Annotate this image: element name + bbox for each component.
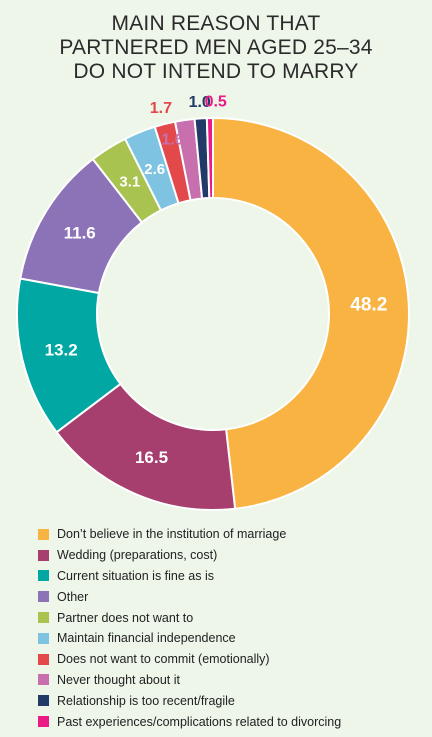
legend-item-3: Current situation is fine as is — [38, 566, 428, 587]
legend-swatch-2 — [38, 549, 49, 561]
title-line-3: DO NOT INTEND TO MARRY — [73, 60, 359, 83]
legend-swatch-3 — [38, 570, 49, 582]
legend-swatch-8 — [38, 674, 49, 686]
legend-item-8: Never thought about it — [38, 670, 428, 691]
legend-item-9: Relationship is too recent/fragile — [38, 690, 428, 711]
slice-10-past-experiences-complications — [205, 116, 214, 200]
legend-label-10: Past experiences/complications related t… — [57, 714, 342, 729]
legend-item-2: Wedding (preparations, cost) — [38, 545, 428, 566]
legend-swatch-6 — [38, 632, 49, 644]
legend-swatch-1 — [38, 528, 49, 540]
data-label-1: 48.2 — [350, 295, 387, 316]
legend-item-10: Past experiences/complications related t… — [38, 711, 428, 732]
data-label-5: 3.1 — [119, 174, 140, 191]
data-label-10: 0.5 — [205, 94, 227, 111]
data-label-4: 11.6 — [64, 223, 96, 242]
legend-item-5: Partner does not want to — [38, 607, 428, 628]
title-line-2: PARTNERED MEN AGED 25–34 — [59, 36, 373, 59]
data-label-6: 2.6 — [144, 161, 165, 178]
legend-swatch-10 — [38, 716, 49, 728]
legend-label-7: Does not want to commit (emotionally) — [57, 652, 270, 667]
legend-label-2: Wedding (preparations, cost) — [57, 548, 218, 563]
legend-swatch-9 — [38, 695, 49, 707]
data-label-3: 13.2 — [45, 340, 78, 359]
data-labels: 48.2 16.5 13.2 11.6 3.12.6 1.7 1.6 1.00.5 — [45, 94, 388, 467]
data-label-8: 1.6 — [161, 132, 183, 149]
legend-label-1: Don’t believe in the institution of marr… — [57, 527, 287, 542]
slice-1-don-t-believe-in-the-instituti — [212, 116, 410, 510]
legend-swatch-4 — [38, 591, 49, 603]
chart-title: MAIN REASON THAT PARTNERED MEN AGED 25–3… — [0, 12, 432, 84]
legend-label-3: Current situation is fine as is — [57, 568, 215, 583]
legend: Don’t believe in the institution of marr… — [38, 524, 428, 732]
legend-swatch-5 — [38, 612, 49, 624]
title-line-1: MAIN REASON THAT — [111, 12, 321, 35]
legend-label-5: Partner does not want to — [57, 610, 194, 625]
data-label-9: 1.0 — [189, 94, 211, 111]
legend-item-7: Does not want to commit (emotionally) — [38, 649, 428, 670]
legend-item-4: Other — [38, 586, 428, 607]
legend-item-6: Maintain financial independence — [38, 628, 428, 649]
legend-label-8: Never thought about it — [57, 672, 180, 687]
donut-chart: 48.2 16.5 13.2 11.6 3.12.6 1.7 1.6 1.00.5 — [16, 94, 410, 511]
legend-label-4: Other — [57, 589, 89, 604]
data-label-7: 1.7 — [150, 100, 172, 117]
legend-label-6: Maintain financial independence — [57, 631, 236, 646]
legend-swatch-7 — [38, 653, 49, 665]
donut-slices — [16, 116, 410, 511]
legend-label-9: Relationship is too recent/fragile — [57, 693, 235, 708]
legend-item-1: Don’t believe in the institution of marr… — [38, 524, 428, 545]
data-label-2: 16.5 — [135, 448, 168, 467]
